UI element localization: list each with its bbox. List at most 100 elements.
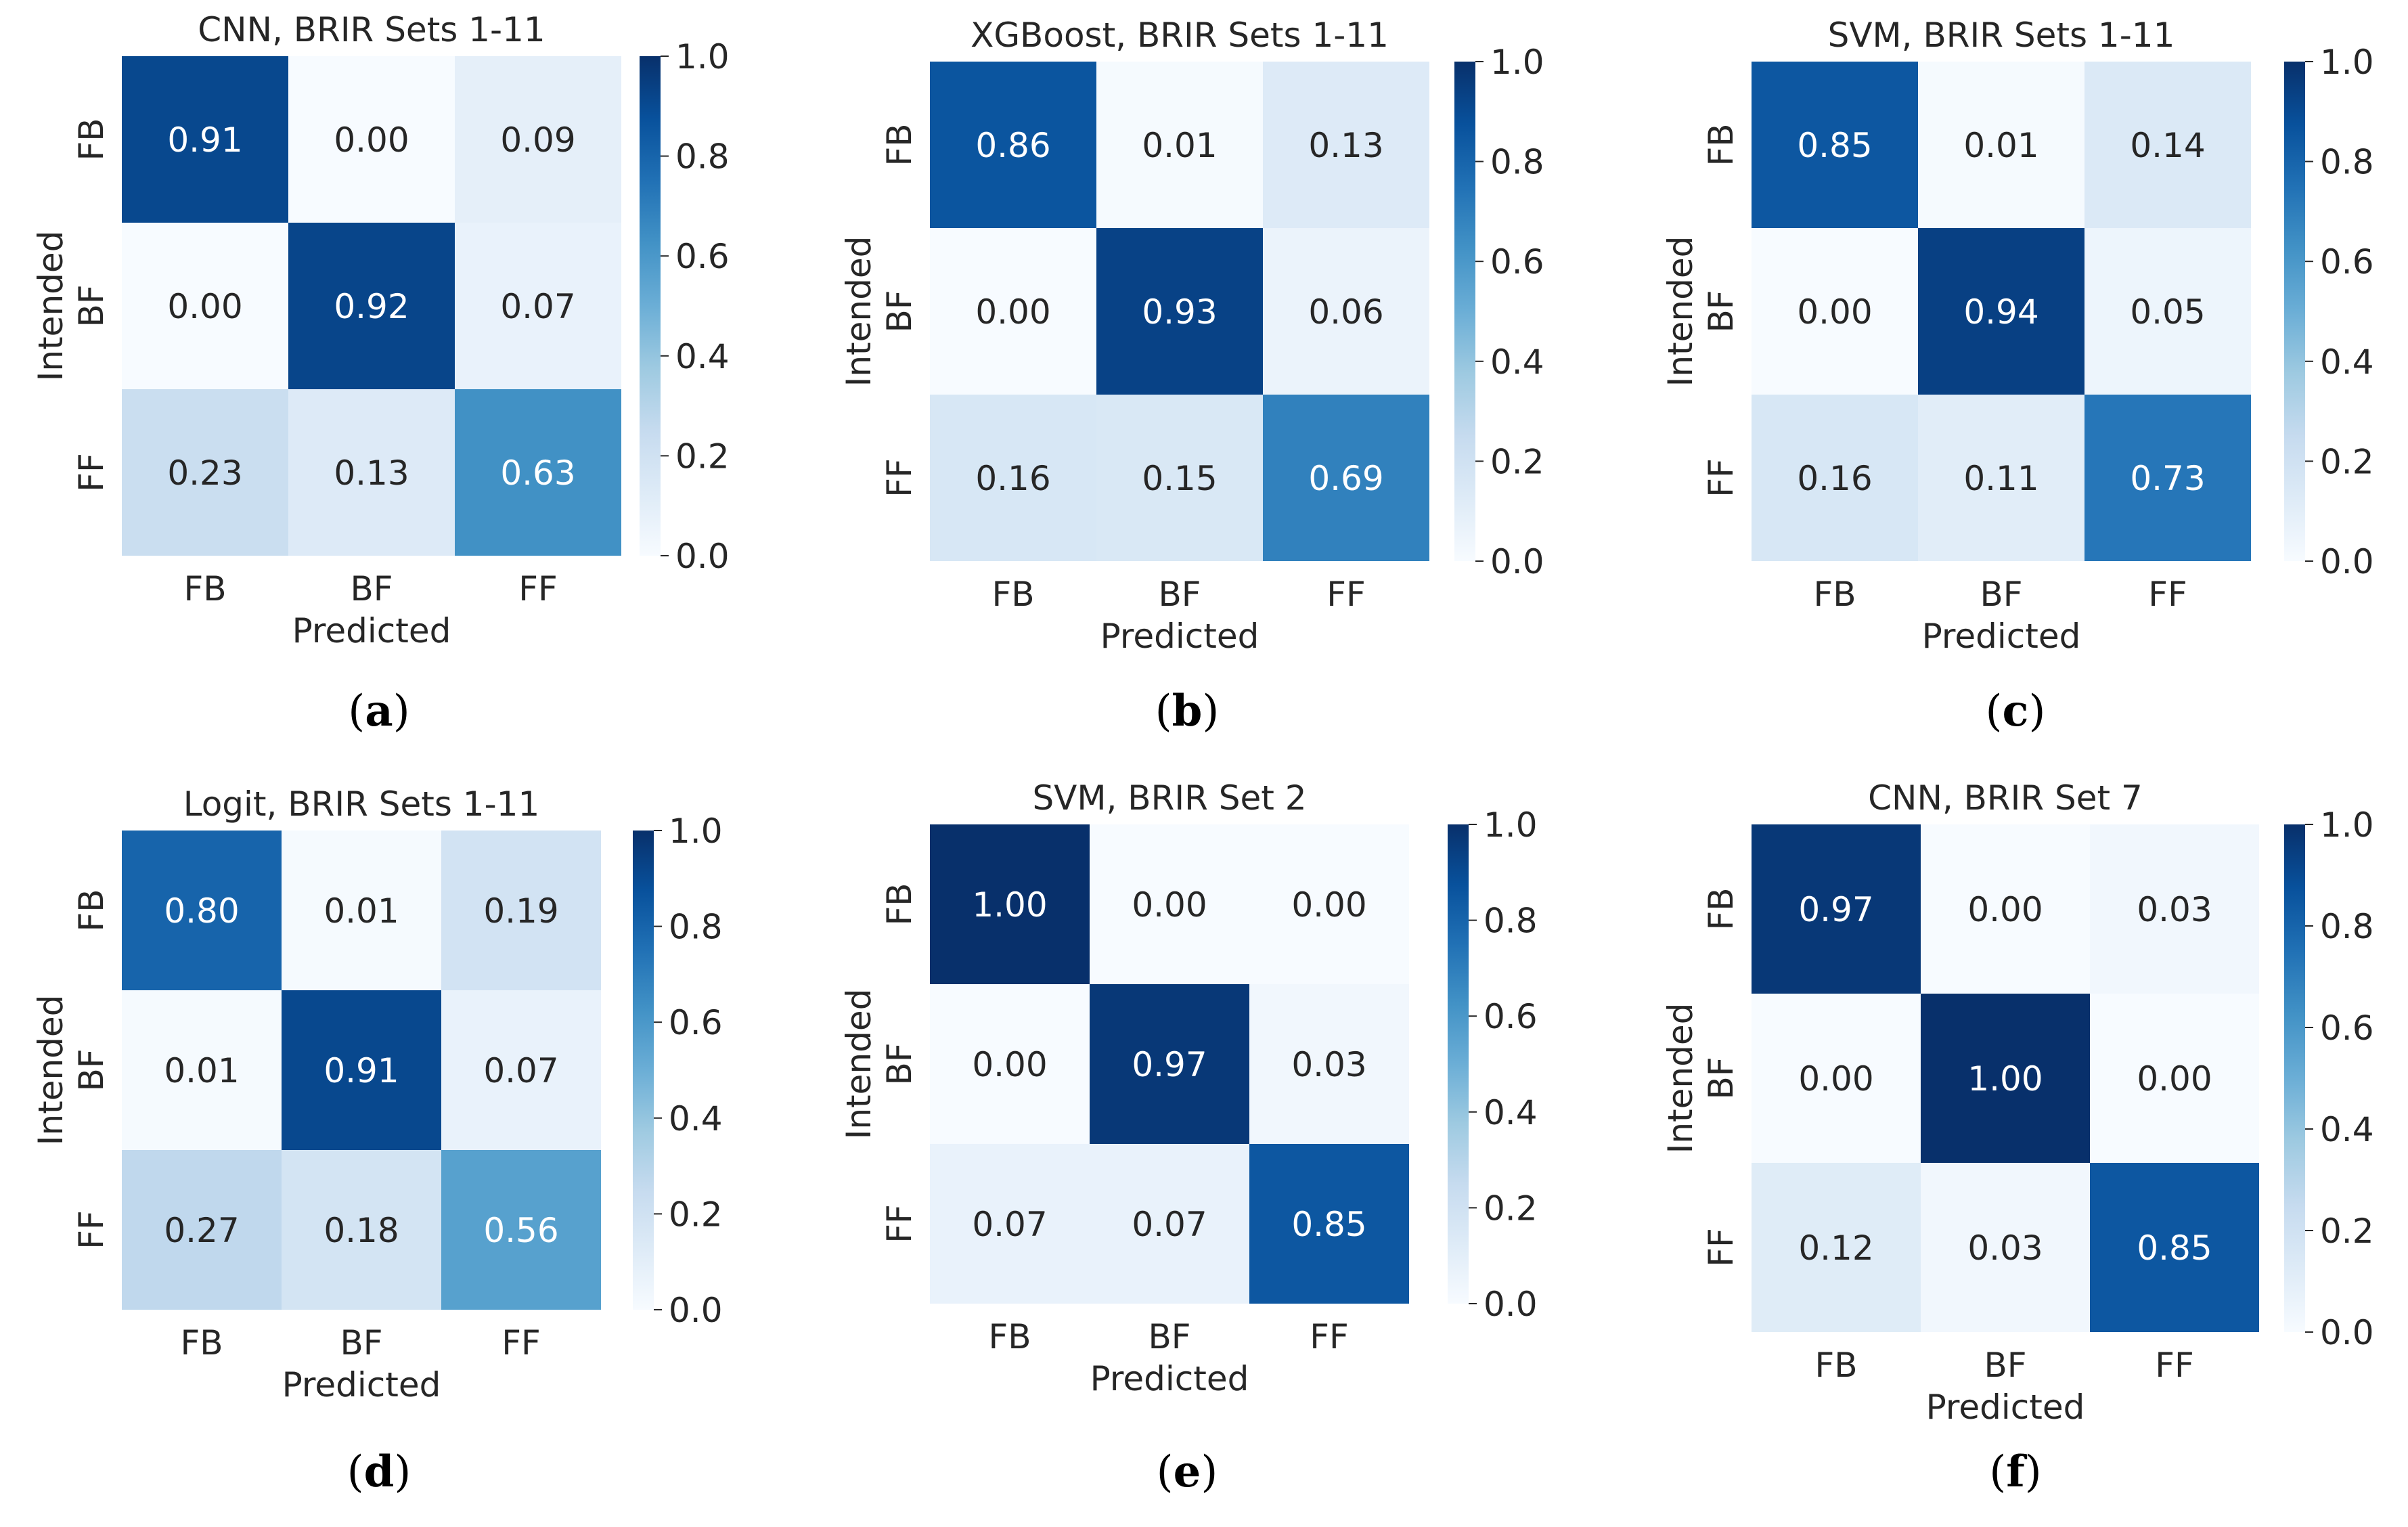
x-axis-label: Predicted	[292, 611, 451, 650]
y-tick-label: FB	[880, 883, 919, 925]
heatmap-cell	[1263, 395, 1429, 561]
heatmap-cell	[1752, 228, 1918, 395]
y-tick-label: BF	[72, 284, 111, 327]
y-tick-label: FB	[1701, 123, 1741, 166]
cell-value-label: 0.63	[500, 453, 575, 493]
cell-value-label: 0.19	[483, 891, 558, 931]
cell-value-label: 0.05	[2130, 292, 2205, 332]
cell-value-label: 0.69	[1308, 459, 1383, 498]
heatmap-cell	[455, 223, 621, 389]
heatmap-cell	[1921, 1163, 2090, 1332]
x-tick-label: FF	[501, 1323, 541, 1363]
cell-value-label: 0.14	[2130, 126, 2205, 165]
colorbar-tick-label: 0.2	[2320, 442, 2374, 481]
x-tick-label: FB	[988, 1317, 1031, 1356]
x-tick-label: FF	[1310, 1317, 1349, 1356]
heatmap-cell	[122, 990, 282, 1150]
heatmap-cell	[1918, 62, 2084, 228]
cell-value-label: 0.00	[975, 292, 1050, 332]
heatmap-cell	[2090, 1163, 2259, 1332]
cell-value-label: 0.01	[1963, 126, 2038, 165]
x-tick-label: FB	[183, 569, 226, 608]
cell-value-label: 0.12	[1798, 1229, 1873, 1268]
colorbar-tick-label: 0.8	[1484, 902, 1538, 941]
cell-value-label: 0.85	[2137, 1229, 2212, 1268]
colorbar-tick-label: 0.6	[2320, 1009, 2374, 1048]
heatmap-panel-d: Logit, BRIR Sets 1-11 0.80 0.01 0.19 0.01 0.9…	[31, 784, 723, 1497]
heatmap-cell	[1752, 824, 1921, 994]
heatmap-panel-f: CNN, BRIR Set 7 0.97 0.00 0.03 0.00 1.00 0.00 0…	[1661, 778, 2374, 1497]
colorbar-tick-label: 0.0	[1484, 1285, 1538, 1324]
cell-value-label: 0.93	[1142, 292, 1217, 332]
heatmap-cell	[1752, 62, 1918, 228]
colorbar	[2284, 824, 2305, 1332]
y-tick-label: FF	[72, 1210, 111, 1249]
panel-label: (c)	[1986, 686, 2046, 736]
colorbar-tick-label: 0.0	[2320, 542, 2374, 581]
cell-value-label: 0.16	[1797, 459, 1872, 498]
colorbar-tick-label: 1.0	[2320, 43, 2374, 82]
cell-value-label: 0.03	[2137, 890, 2212, 929]
colorbar-tick-label: 0.8	[2320, 907, 2374, 946]
chart-title: SVM, BRIR Sets 1-11	[1828, 16, 2175, 55]
heatmap-cell	[282, 990, 441, 1150]
heatmap-cell	[2084, 62, 2251, 228]
y-tick-label: FB	[72, 889, 111, 931]
cell-value-label: 0.13	[1308, 126, 1383, 165]
colorbar-tick-label: 1.0	[1484, 805, 1538, 845]
heatmap-cell	[1249, 824, 1409, 984]
heatmap-cell	[441, 1150, 601, 1310]
y-tick-label: FB	[72, 118, 111, 160]
y-axis-label: Intended	[31, 231, 70, 382]
cell-value-label: 0.85	[1291, 1205, 1366, 1244]
x-axis-label: Predicted	[1926, 1388, 2085, 1427]
heatmap-cell	[1263, 228, 1429, 395]
y-tick-label: BF	[880, 290, 919, 332]
heatmap-cell	[1249, 1144, 1409, 1304]
colorbar-tick-label: 1.0	[1490, 43, 1544, 82]
colorbar-tick-label: 0.0	[675, 537, 730, 576]
colorbar-tick-label: 1.0	[675, 37, 730, 76]
cell-value-label: 0.00	[167, 287, 242, 326]
heatmap-cell	[122, 831, 282, 990]
heatmap-cell	[1249, 984, 1409, 1144]
heatmap-cell	[2084, 395, 2251, 561]
heatmap-panel-b: XGBoost, BRIR Sets 1-11 0.86 0.01 0.13 0.00 0…	[839, 16, 1544, 736]
colorbar-tick-label: 1.0	[669, 812, 723, 851]
colorbar	[2284, 62, 2305, 561]
heatmap-cell	[930, 1144, 1090, 1304]
panel-label: (a)	[348, 686, 409, 736]
x-tick-label: BF	[350, 569, 393, 608]
chart-title: XGBoost, BRIR Sets 1-11	[971, 16, 1389, 55]
cell-value-label: 1.00	[972, 885, 1047, 925]
y-tick-label: FB	[1701, 887, 1741, 930]
chart-title: Logit, BRIR Sets 1-11	[183, 784, 540, 824]
cell-value-label: 0.00	[334, 120, 409, 160]
x-tick-label: FF	[1326, 575, 1366, 614]
chart-title: CNN, BRIR Set 7	[1868, 778, 2143, 818]
heatmap-cell	[2090, 994, 2259, 1163]
colorbar-tick-label: 0.0	[1490, 542, 1544, 581]
colorbar-tick-label: 0.6	[1484, 997, 1538, 1036]
colorbar-tick-label: 0.0	[2320, 1313, 2374, 1352]
colorbar-tick-label: 0.6	[2320, 242, 2374, 282]
cell-value-label: 0.86	[975, 126, 1050, 165]
heatmap-cell	[1096, 395, 1263, 561]
heatmap-cell	[288, 389, 455, 556]
heatmap-panel-e: SVM, BRIR Set 2 1.00 0.00 0.00 0.00 0.97 0.03 0…	[839, 778, 1538, 1497]
cell-value-label: 0.07	[972, 1205, 1047, 1244]
y-axis-label: Intended	[1661, 236, 1700, 387]
y-tick-label: FF	[880, 458, 919, 497]
y-tick-label: FF	[1701, 458, 1741, 497]
colorbar-tick-label: 0.4	[2320, 342, 2374, 382]
cell-value-label: 0.00	[1798, 1059, 1873, 1099]
colorbar-tick-label: 0.2	[2320, 1212, 2374, 1251]
y-axis-label: Intended	[31, 995, 70, 1146]
heatmap-cell	[1263, 62, 1429, 228]
heatmap-cell	[441, 990, 601, 1150]
colorbar-tick-label: 0.2	[1490, 442, 1544, 481]
colorbar-tick-label: 0.4	[669, 1099, 723, 1138]
y-tick-label: BF	[72, 1048, 111, 1091]
heatmap-cell	[930, 228, 1096, 395]
